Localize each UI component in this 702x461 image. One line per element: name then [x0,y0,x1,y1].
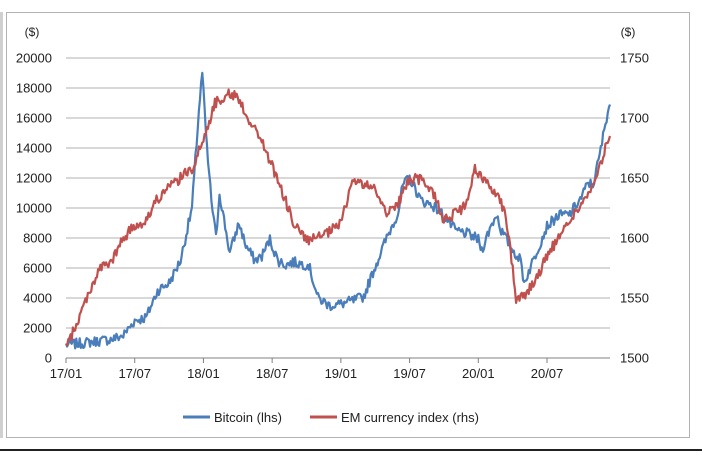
left-tick-label: 0 [45,351,52,366]
left-tick-label: 16000 [16,111,52,126]
right-axis-tick-labels: 1500 1550 1600 1650 1700 1750 [620,51,649,366]
left-tick-label: 14000 [16,141,52,156]
x-axis-tick-labels: 17/01 17/07 18/01 18/07 19/01 19/07 20/01 20/07 [50,358,564,381]
gridlines [66,57,610,329]
left-edge-bar [0,12,3,438]
x-tick-label: 19/01 [325,366,358,381]
series-line-bitcoin [64,71,612,350]
right-tick-label: 1500 [620,351,649,366]
series-lines [64,71,612,350]
chart-frame [6,12,690,438]
x-tick-label: 19/07 [393,366,426,381]
left-tick-label: 18000 [16,81,52,96]
left-axis-unit: ($) [25,25,40,39]
right-tick-label: 1700 [620,111,649,126]
legend: Bitcoin (lhs) EM currency index (rhs) [183,410,479,425]
x-tick-label: 20/01 [462,366,495,381]
x-tick-label: 18/01 [187,366,220,381]
left-tick-label: 12000 [16,171,52,186]
left-axis-tick-labels: 0 2000 4000 6000 8000 10000 12000 14000 16000 180… [16,51,52,366]
left-tick-label: 10000 [16,201,52,216]
x-tick-label: 18/07 [256,366,289,381]
right-tick-label: 1750 [620,51,649,66]
right-tick-label: 1650 [620,171,649,186]
legend-label-em: EM currency index (rhs) [341,410,479,425]
x-tick-label: 17/07 [118,366,151,381]
left-tick-label: 2000 [23,321,52,336]
left-tick-label: 8000 [23,231,52,246]
right-tick-label: 1600 [620,231,649,246]
legend-label-bitcoin: Bitcoin (lhs) [214,410,282,425]
x-tick-label: 20/07 [531,366,564,381]
right-tick-label: 1550 [620,291,649,306]
right-axis-unit: ($) [621,25,636,39]
left-tick-label: 6000 [23,261,52,276]
series-line-em-currency [65,88,612,347]
bottom-rule [0,449,702,451]
left-tick-label: 20000 [16,51,52,66]
x-tick-label: 17/01 [50,366,83,381]
left-tick-label: 4000 [23,291,52,306]
